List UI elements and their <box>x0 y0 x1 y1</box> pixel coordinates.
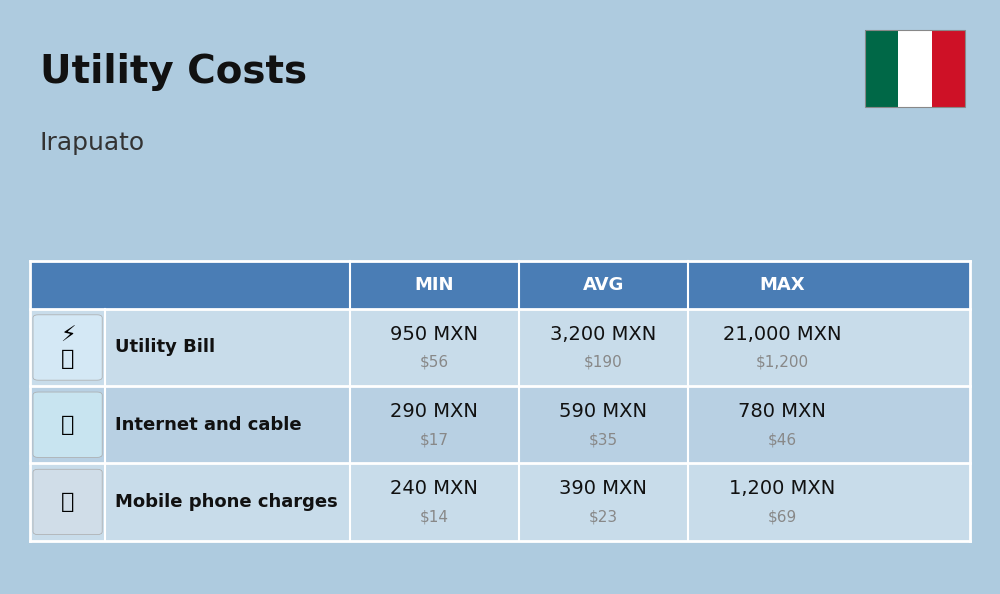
Text: $35: $35 <box>589 432 618 447</box>
Text: $23: $23 <box>589 509 618 525</box>
Text: Internet and cable: Internet and cable <box>115 416 302 434</box>
Text: 240 MXN: 240 MXN <box>390 479 478 498</box>
Text: 780 MXN: 780 MXN <box>738 402 826 421</box>
FancyBboxPatch shape <box>35 392 100 457</box>
FancyBboxPatch shape <box>33 469 102 535</box>
Text: $56: $56 <box>420 355 449 370</box>
Text: 📱: 📱 <box>61 492 74 512</box>
Text: $69: $69 <box>767 509 797 525</box>
Text: $1,200: $1,200 <box>755 355 809 370</box>
Text: $14: $14 <box>420 509 449 525</box>
Text: 📶: 📶 <box>61 415 74 435</box>
Text: 21,000 MXN: 21,000 MXN <box>723 325 841 344</box>
FancyBboxPatch shape <box>35 315 100 380</box>
FancyBboxPatch shape <box>33 392 102 457</box>
FancyBboxPatch shape <box>33 315 102 380</box>
FancyBboxPatch shape <box>30 309 970 386</box>
Text: 1,200 MXN: 1,200 MXN <box>729 479 835 498</box>
Text: Utility Costs: Utility Costs <box>40 53 307 91</box>
FancyBboxPatch shape <box>30 463 970 541</box>
Text: $17: $17 <box>420 432 449 447</box>
FancyBboxPatch shape <box>30 386 970 463</box>
Text: Irapuato: Irapuato <box>40 131 145 154</box>
FancyBboxPatch shape <box>932 30 965 107</box>
Text: 290 MXN: 290 MXN <box>390 402 478 421</box>
Text: 390 MXN: 390 MXN <box>559 479 647 498</box>
FancyBboxPatch shape <box>35 469 100 535</box>
Text: $46: $46 <box>767 432 797 447</box>
Text: MAX: MAX <box>759 276 805 294</box>
FancyBboxPatch shape <box>865 30 898 107</box>
FancyBboxPatch shape <box>898 30 932 107</box>
FancyBboxPatch shape <box>30 261 970 309</box>
Text: 3,200 MXN: 3,200 MXN <box>550 325 657 344</box>
Text: MIN: MIN <box>414 276 454 294</box>
Text: 950 MXN: 950 MXN <box>390 325 478 344</box>
Text: AVG: AVG <box>583 276 624 294</box>
Text: $190: $190 <box>584 355 623 370</box>
Text: Mobile phone charges: Mobile phone charges <box>115 493 338 511</box>
Text: 590 MXN: 590 MXN <box>559 402 647 421</box>
Text: ⚡
🔌: ⚡ 🔌 <box>60 326 75 369</box>
Text: Utility Bill: Utility Bill <box>115 339 215 356</box>
